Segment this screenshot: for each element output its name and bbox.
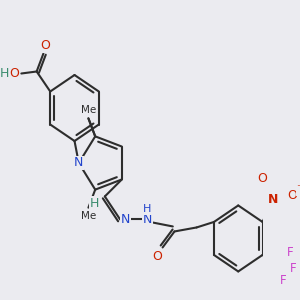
Text: F: F	[290, 262, 296, 275]
Text: Me: Me	[81, 211, 96, 220]
Text: Me: Me	[81, 105, 96, 116]
Text: F: F	[280, 274, 286, 287]
Text: H: H	[0, 67, 9, 80]
Text: O: O	[287, 190, 297, 202]
Text: F: F	[286, 247, 293, 260]
Text: Me: Me	[81, 105, 96, 116]
Text: N: N	[142, 213, 152, 226]
Text: O: O	[9, 67, 19, 80]
Text: N: N	[121, 213, 130, 226]
Text: N: N	[74, 157, 83, 169]
Text: O: O	[258, 172, 268, 185]
Text: H: H	[143, 205, 152, 214]
Text: O: O	[153, 250, 162, 263]
Text: H: H	[90, 197, 99, 210]
Text: N: N	[268, 194, 278, 206]
Text: O: O	[40, 39, 50, 52]
Text: ⁻: ⁻	[297, 182, 300, 196]
